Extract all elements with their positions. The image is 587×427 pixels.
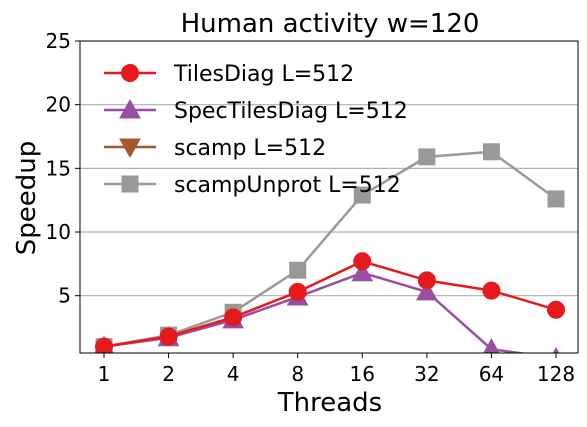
data-point (353, 186, 371, 204)
x-tick-label: 2 (162, 362, 175, 386)
y-axis-title: Speedup (12, 141, 42, 256)
y-tick-label: 10 (46, 220, 71, 244)
x-tick-label: 128 (537, 362, 575, 386)
legend: TilesDiag L=512 SpecTilesDiag L=512 scamp … (104, 62, 408, 198)
data-point (289, 261, 307, 279)
x-tick-label: 32 (414, 362, 439, 386)
legend-entry: TilesDiag L=512 (104, 62, 354, 87)
legend-entry: SpecTilesDiag L=512 (104, 98, 408, 124)
legend-label: scampUnprot L=512 (174, 173, 401, 198)
data-point (351, 261, 374, 282)
data-point (159, 327, 178, 346)
series-tilesdiag (95, 252, 565, 353)
x-tick-label: 64 (479, 362, 504, 386)
x-tick-label: 4 (227, 362, 240, 386)
data-point (353, 252, 372, 271)
data-point (416, 280, 438, 301)
legend-marker (119, 98, 141, 119)
data-point (483, 338, 500, 353)
legend-label: SpecTilesDiag L=512 (174, 99, 408, 124)
legend-entry: scampUnprot L=512 (104, 173, 401, 198)
data-point (482, 281, 501, 300)
x-ticks: 1 2 4 8 16 32 64 128 (98, 353, 575, 386)
gridlines (80, 104, 578, 297)
series-line (103, 271, 529, 353)
legend-entry: scamp L=512 (104, 136, 326, 161)
chart-title: Human activity w=120 (181, 9, 480, 39)
x-axis-title: Threads (277, 388, 382, 418)
data-point (547, 190, 565, 208)
data-point (95, 337, 113, 353)
data-point (288, 282, 307, 301)
data-point (417, 271, 436, 290)
legend-marker (119, 138, 141, 159)
data-point (552, 347, 560, 353)
x-tick-label: 8 (291, 362, 304, 386)
y-tick-label: 25 (46, 29, 71, 53)
series-line (103, 150, 557, 348)
y-ticks: 5 10 15 20 25 (46, 29, 80, 308)
legend-marker (121, 64, 139, 82)
series-layer (94, 143, 565, 353)
legend-label: scamp L=512 (174, 136, 326, 161)
y-tick-label: 5 (58, 284, 71, 308)
data-point (547, 300, 565, 319)
legend-marker (121, 175, 139, 193)
legend-label: TilesDiag L=512 (173, 62, 354, 87)
y-tick-label: 15 (46, 156, 71, 180)
x-tick-label: 16 (350, 362, 375, 386)
plot-frame (79, 40, 579, 354)
x-tick-label: 1 (98, 362, 111, 386)
data-point (482, 143, 500, 161)
series-line (103, 259, 557, 348)
data-point (418, 148, 436, 166)
data-point (224, 308, 243, 327)
series-spectilesdiag (94, 261, 560, 353)
y-tick-label: 20 (46, 93, 71, 117)
